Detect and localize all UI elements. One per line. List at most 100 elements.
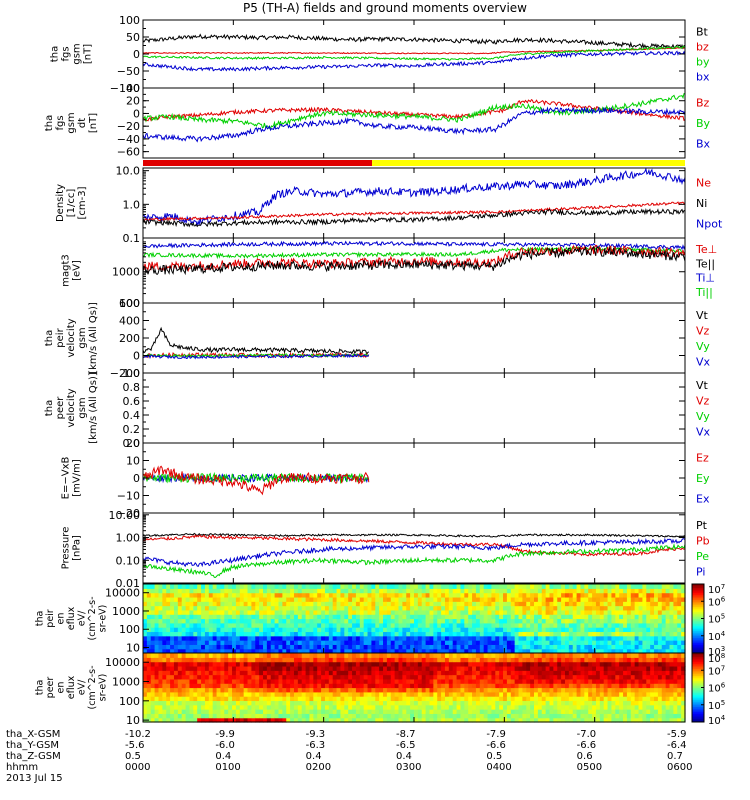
spec-cell [243, 614, 249, 620]
spec-cell [510, 601, 516, 607]
spec-cell [166, 717, 171, 723]
spec-cell [530, 678, 535, 684]
spec-cell [286, 657, 291, 663]
spec-cell [417, 687, 423, 693]
spec-cell [499, 648, 504, 654]
spec-cell [452, 618, 458, 624]
ylabel-line: eV/ [77, 610, 88, 626]
legend-efield-Ex: Ex [696, 493, 710, 506]
spec-cell [611, 687, 616, 693]
spec-cell [634, 605, 640, 611]
spec-cell [681, 713, 686, 719]
spec-cell [313, 640, 318, 645]
spec-cell [444, 696, 450, 702]
spec-cell [468, 691, 473, 697]
spec-cell [626, 592, 632, 598]
spec-cell [162, 588, 167, 594]
spec-cell [158, 635, 163, 641]
spec-cell [321, 704, 326, 710]
spec-cell [599, 609, 605, 615]
spec-cell [143, 601, 148, 607]
spec-cell [592, 653, 597, 658]
spec-cell [615, 709, 620, 714]
spec-cell [642, 631, 647, 637]
spec-cell [421, 609, 427, 615]
spec-cell [201, 596, 206, 602]
spec-cell [324, 596, 330, 602]
spec-cell [491, 592, 496, 598]
spec-cell [383, 717, 388, 723]
spec-cell [623, 588, 628, 594]
spec-cell [545, 631, 551, 637]
spec-cell [479, 709, 485, 714]
spec-cell [290, 704, 295, 710]
spec-cell [414, 678, 419, 684]
spec-cell [162, 709, 167, 714]
spec-cell [173, 709, 179, 714]
spec-cell [603, 700, 609, 706]
spec-cell [259, 657, 264, 663]
spec-cell [514, 657, 520, 663]
spec-cell [607, 700, 613, 706]
spec-cell [324, 713, 330, 719]
spec-cell [464, 588, 469, 594]
spec-cell [425, 627, 431, 633]
spec-cell [456, 691, 462, 697]
spec-cell [495, 700, 500, 706]
spec-cell [239, 683, 245, 689]
spec-cell [607, 640, 613, 645]
spec-cell [278, 622, 283, 628]
spec-cell [530, 635, 535, 641]
spec-cell [421, 648, 427, 654]
spec-cell [661, 665, 667, 671]
spec-cell [344, 588, 349, 594]
spec-cell [518, 605, 523, 611]
spec-cell [402, 674, 407, 680]
spec-cell [491, 691, 496, 697]
spec-cell [572, 665, 578, 671]
spec-cell [173, 700, 179, 706]
spec-cell [216, 635, 222, 641]
legend-fgs-gsm-dt-Bx: Bx [696, 138, 711, 151]
spec-cell [433, 596, 438, 602]
spec-cell [313, 622, 318, 628]
spec-cell [410, 661, 415, 667]
spec-cell [479, 618, 485, 624]
spec-cell [390, 605, 396, 611]
spec-cell [394, 631, 400, 637]
spec-cell [379, 588, 384, 594]
spec-cell [588, 622, 593, 628]
spec-cell [232, 622, 237, 628]
spec-cell [553, 618, 558, 624]
spec-cell [452, 661, 458, 667]
spec-cell [263, 657, 268, 663]
spec-cell [270, 622, 276, 628]
spec-cell [433, 605, 438, 611]
spec-cell [510, 588, 516, 594]
spec-cell [235, 683, 241, 689]
spec-cell [518, 627, 523, 633]
spec-cell [669, 696, 674, 702]
spec-cell [491, 657, 496, 663]
spec-cell [468, 674, 473, 680]
spec-cell [611, 601, 616, 607]
spec-cell [259, 618, 264, 624]
spec-cell [328, 609, 334, 615]
spec-cell [344, 704, 349, 710]
spec-cell [534, 653, 539, 658]
spec-cell [665, 661, 671, 667]
spec-cell [661, 614, 667, 620]
spec-cell [301, 678, 307, 684]
spec-cell [414, 631, 419, 637]
spec-cell [263, 674, 268, 680]
spec-cell [464, 605, 469, 611]
spec-cell [181, 713, 187, 719]
spec-cell [611, 584, 616, 589]
spec-cell [270, 653, 276, 658]
spec-cell [204, 588, 210, 594]
spec-cell [321, 678, 326, 684]
ytick-label-peir-velocity: 0 [133, 350, 140, 363]
spec-cell [363, 670, 369, 676]
spec-cell [204, 622, 210, 628]
